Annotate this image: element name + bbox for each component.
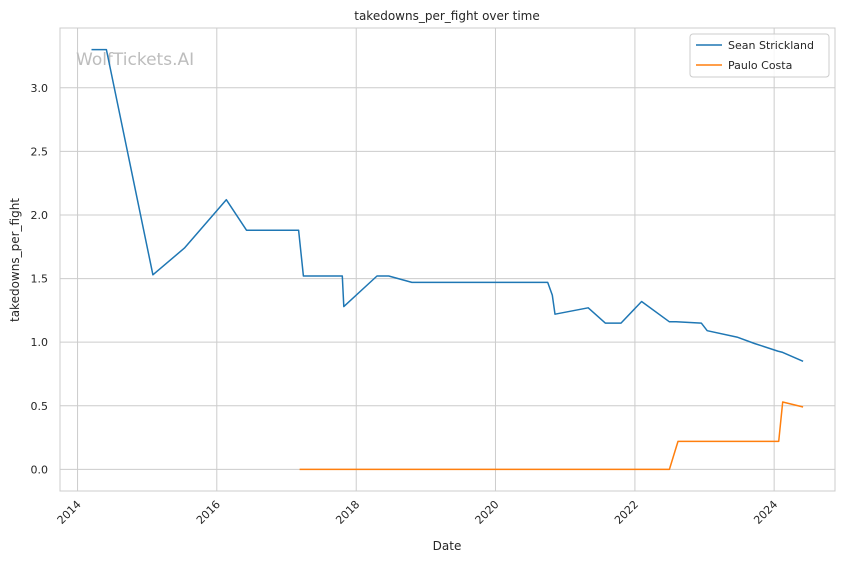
y-tick-label: 1.5 [31,273,49,286]
x-tick-label: 2022 [612,498,641,527]
x-tick-label: 2020 [473,498,502,527]
y-tick-label: 2.0 [31,209,49,222]
y-tick-label: 2.5 [31,145,49,158]
x-tick-label: 2016 [194,498,223,527]
x-tick-label: 2018 [333,498,362,527]
legend: Sean Strickland Paulo Costa [689,33,830,78]
y-tick-label: 1.0 [31,336,49,349]
legend-box [689,33,830,78]
series-line-sean-strickland [91,48,804,362]
x-axis-label: Date [433,539,462,553]
chart-title: takedowns_per_fight over time [354,9,540,23]
legend-entry: Sean Strickland [728,39,814,52]
x-tick-label: 2024 [751,498,780,527]
grid [60,28,835,491]
plot-area [59,27,836,492]
watermark: WolfTickets.AI [76,50,194,70]
y-tick-label: 0.0 [31,463,49,476]
y-tick-label: 0.5 [31,400,49,413]
y-axis-ticks: 0.0 0.5 1.0 1.5 2.0 2.5 3.0 [31,82,49,477]
y-axis-label: takedowns_per_fight [8,198,22,322]
series-line-paulo-costa [299,401,804,471]
x-tick-label: 2014 [55,498,84,527]
y-tick-label: 3.0 [31,82,49,95]
series-lines [91,48,804,471]
legend-entry: Paulo Costa [728,59,792,72]
x-axis-ticks: 2014 2016 2018 2020 2022 2024 [55,498,781,527]
